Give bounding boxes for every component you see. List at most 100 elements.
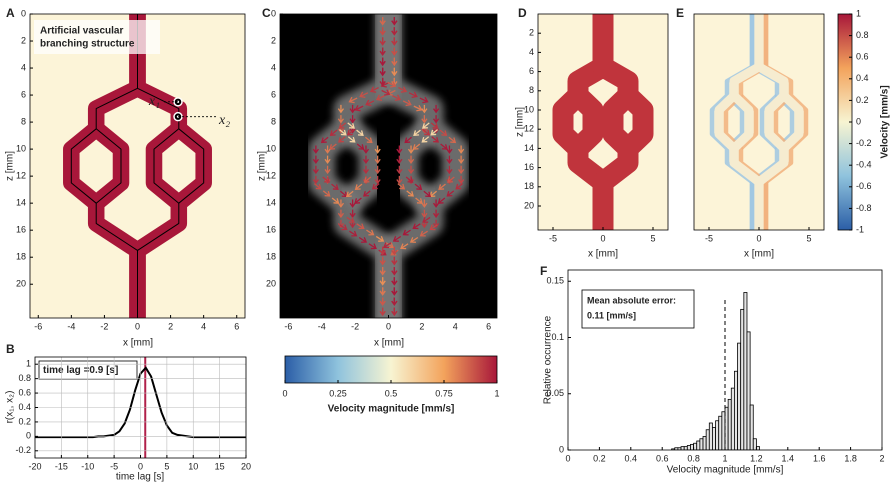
x-tick-label: 1.8	[844, 453, 857, 463]
y-tick-label: 8	[21, 116, 26, 126]
point-label: x₂	[218, 113, 230, 128]
y-tick-label: 6	[271, 89, 276, 99]
flow-arrow	[391, 277, 398, 286]
panel-letter: E	[676, 6, 684, 20]
flow-arrow	[391, 256, 398, 266]
flow-arrow	[312, 165, 319, 175]
histogram-bar	[712, 427, 716, 450]
flow-arrow	[391, 287, 398, 296]
colorbar-tick-label: 0.6	[856, 52, 869, 62]
y-tick-label: 6	[21, 89, 26, 99]
flow-arrow	[446, 145, 453, 154]
flow-arrow	[391, 37, 398, 46]
y-axis-label: r(x₁, x₂)	[5, 391, 16, 424]
flow-arrow	[391, 267, 398, 276]
flow-arrow	[354, 183, 363, 190]
flow-arrow	[438, 183, 446, 190]
vessel	[754, 14, 804, 230]
flow-arrow	[430, 122, 439, 129]
flow-arrow	[407, 165, 415, 175]
flow-arrow	[356, 129, 364, 136]
flow-arrow	[320, 136, 329, 144]
y-tick-label: 16	[266, 225, 276, 235]
flow-arrow	[314, 183, 322, 190]
y-tick-label: 0.2	[18, 416, 31, 426]
flow-arrow	[432, 115, 440, 124]
flow-arrow	[346, 216, 355, 223]
vessel	[570, 88, 604, 156]
flow-arrow	[337, 104, 345, 114]
x-tick-label: -10	[81, 461, 94, 471]
flow-arrow	[422, 216, 431, 223]
colorbar-tick-label: 0.2	[856, 95, 869, 105]
plot-area: Mean absolute error: 0.11 [mm/s]	[568, 270, 882, 450]
vessel	[391, 118, 439, 214]
vessel	[70, 14, 138, 318]
x-tick-label: 5	[164, 461, 169, 471]
flow-arrow	[349, 104, 356, 114]
x-tick-label: 0.2	[593, 453, 606, 463]
flow-arrow	[421, 115, 428, 124]
flow-arrow	[458, 145, 465, 154]
flow-arrow	[413, 129, 421, 136]
y-tick-label: 18	[16, 252, 26, 262]
colorbar-tick-label: 1	[494, 388, 499, 398]
flow-arrow	[381, 89, 391, 96]
x-tick-label: -5	[110, 461, 118, 471]
x-tick-label: 4	[453, 321, 458, 331]
x-tick-label: -5	[549, 233, 557, 243]
point-label: x₁	[148, 94, 160, 109]
flow-arrow	[349, 230, 358, 237]
flow-arrow	[458, 165, 465, 175]
y-axis-label: z [mm]	[515, 107, 526, 137]
flow-arrow	[349, 115, 356, 124]
flow-arrow	[322, 190, 331, 197]
flow-arrow	[379, 47, 386, 56]
x-tick-label: 0.4	[625, 453, 638, 463]
flow-arrow	[455, 183, 463, 190]
flow-arrow	[404, 136, 412, 144]
flow-arrow	[379, 77, 386, 87]
x-tick-label: 1.4	[782, 453, 795, 463]
y-tick-label: 16	[16, 225, 26, 235]
y-tick-label: 18	[266, 252, 276, 262]
vessel	[730, 92, 754, 152]
flow-arrow	[371, 183, 380, 190]
flow-arrow	[324, 165, 331, 175]
histogram-bar	[730, 387, 735, 450]
flow-arrow	[374, 175, 381, 185]
x-tick-label: 1.6	[813, 453, 826, 463]
flow-arrow	[391, 17, 398, 26]
vessel	[338, 118, 386, 214]
flow-arrow	[349, 199, 356, 208]
x-tick-label: -6	[34, 321, 42, 331]
flow-arrow	[348, 96, 358, 104]
annotation: Mean absolute error:	[587, 295, 676, 305]
histogram-bar	[749, 404, 754, 450]
flow-arrow	[362, 165, 370, 175]
x-tick-label: 20	[241, 461, 251, 471]
x-axis-label: x [mm]	[374, 338, 404, 349]
flow-arrow	[347, 136, 356, 143]
flow-arrow	[375, 235, 385, 242]
flow-arrow	[429, 224, 438, 231]
x-tick-label: -2	[351, 321, 359, 331]
y-tick-label: 8	[271, 116, 276, 126]
colorbar-tick-label: 0	[856, 116, 861, 126]
x-tick-label: 4	[201, 321, 206, 331]
y-tick-label: 20	[524, 200, 534, 210]
flow-arrow	[402, 99, 412, 107]
colorbar-tick-label: -0.8	[856, 203, 872, 213]
flow-arrow	[329, 129, 338, 136]
flow-arrow	[312, 175, 319, 185]
flow-arrow	[458, 175, 465, 185]
vessel	[95, 128, 122, 204]
colorbar	[284, 355, 498, 384]
x-tick-label: 0	[565, 453, 570, 463]
colorbar-tick-label: -1	[856, 224, 864, 234]
flow-arrow	[423, 190, 432, 198]
flow-arrow	[391, 307, 398, 317]
y-tick-label: 14	[16, 198, 26, 208]
flow-arrow	[379, 37, 386, 46]
histogram-bar	[752, 438, 757, 450]
